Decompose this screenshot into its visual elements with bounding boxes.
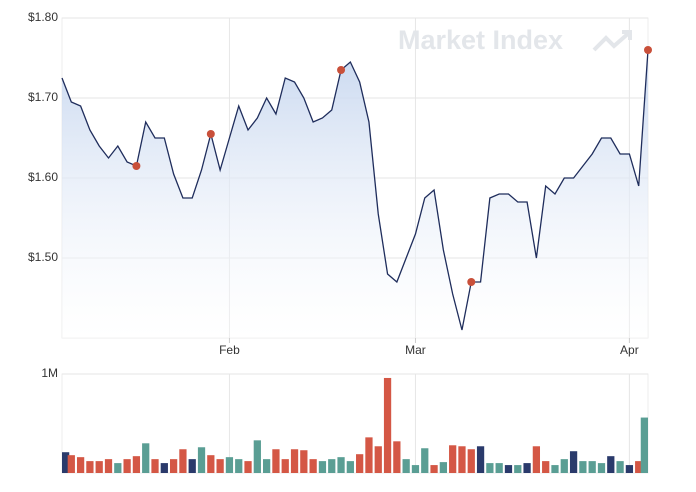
volume-bar bbox=[114, 463, 122, 473]
x-tick-label: Mar bbox=[405, 343, 426, 357]
volume-bar bbox=[216, 459, 224, 473]
volume-bar bbox=[337, 457, 345, 473]
volume-bar bbox=[569, 451, 578, 473]
y-tick-label: $1.80 bbox=[28, 10, 58, 24]
watermark-icon bbox=[592, 30, 632, 52]
volume-bar bbox=[67, 455, 75, 473]
volume-bar bbox=[588, 461, 596, 473]
y-tick-label: $1.70 bbox=[28, 90, 58, 104]
volume-bar bbox=[467, 449, 475, 473]
event-marker bbox=[467, 278, 476, 286]
volume-bar bbox=[486, 463, 494, 473]
volume-bar bbox=[62, 452, 70, 473]
watermark: Market Index bbox=[398, 25, 563, 55]
volume-bar bbox=[225, 457, 234, 473]
volume-bar bbox=[532, 446, 541, 473]
volume-bar bbox=[449, 445, 457, 473]
volume-bar bbox=[253, 440, 261, 473]
volume-bar bbox=[625, 465, 634, 473]
x-tick-label: Feb bbox=[219, 343, 240, 357]
price-line bbox=[61, 49, 649, 331]
volume-bar bbox=[318, 461, 327, 473]
volume-bar bbox=[495, 463, 503, 473]
volume-bar bbox=[640, 417, 648, 473]
volume-bar bbox=[374, 446, 382, 473]
price-area bbox=[62, 50, 648, 338]
volume-bar bbox=[597, 463, 606, 473]
volume-bar bbox=[579, 461, 587, 473]
volume-bar bbox=[504, 465, 513, 473]
volume-bar bbox=[123, 459, 131, 473]
volume-bar bbox=[309, 459, 317, 473]
y-tick-label: $1.50 bbox=[28, 250, 58, 264]
volume-bar bbox=[514, 465, 522, 473]
volume-bar bbox=[616, 461, 624, 473]
y-tick-label: $1.60 bbox=[28, 170, 58, 184]
volume-bar bbox=[411, 465, 420, 473]
event-marker bbox=[337, 66, 346, 74]
event-marker bbox=[644, 46, 652, 54]
volume-bar bbox=[142, 443, 150, 473]
volume-bar bbox=[244, 461, 252, 473]
volume-bar bbox=[300, 450, 308, 473]
volume-bar bbox=[290, 449, 299, 473]
volume-bar bbox=[458, 446, 466, 473]
volume-bar bbox=[76, 457, 85, 473]
volume-bar bbox=[383, 377, 392, 473]
y-tick-label: 1M bbox=[41, 366, 58, 380]
volume-bar bbox=[430, 465, 438, 473]
event-marker bbox=[206, 130, 215, 138]
volume-bar bbox=[393, 441, 401, 473]
event-marker bbox=[132, 162, 141, 170]
volume-bar bbox=[188, 459, 196, 473]
volume-bar bbox=[197, 447, 206, 473]
volume-bar bbox=[365, 437, 373, 473]
volume-bar bbox=[328, 459, 336, 473]
volume-bar bbox=[421, 448, 429, 473]
volume-bar bbox=[560, 459, 568, 473]
volume-bar bbox=[542, 461, 550, 473]
volume-bar bbox=[263, 459, 271, 473]
volume-bar bbox=[476, 446, 485, 473]
volume-bar bbox=[169, 459, 178, 473]
volume-bar bbox=[281, 459, 289, 473]
volume-bar bbox=[132, 456, 141, 473]
volume-bar bbox=[402, 459, 410, 473]
volume-bar bbox=[207, 455, 215, 473]
volume-bar bbox=[95, 461, 103, 473]
volume-bar bbox=[607, 456, 615, 473]
volume-bar bbox=[179, 449, 187, 473]
volume-bar bbox=[104, 459, 113, 473]
volume-bar bbox=[523, 463, 531, 473]
volume-bar bbox=[551, 465, 559, 473]
volume-bar bbox=[346, 461, 354, 473]
plot-frame bbox=[61, 373, 649, 474]
volume-bar bbox=[356, 454, 364, 473]
volume-bar bbox=[439, 462, 447, 473]
volume-bar bbox=[160, 463, 168, 473]
volume-bar bbox=[235, 459, 243, 473]
volume-bar bbox=[86, 461, 94, 473]
volume-bar bbox=[635, 461, 643, 473]
x-tick-label: Apr bbox=[620, 343, 639, 357]
volume-bar bbox=[151, 459, 159, 473]
volume-bar bbox=[272, 449, 280, 473]
